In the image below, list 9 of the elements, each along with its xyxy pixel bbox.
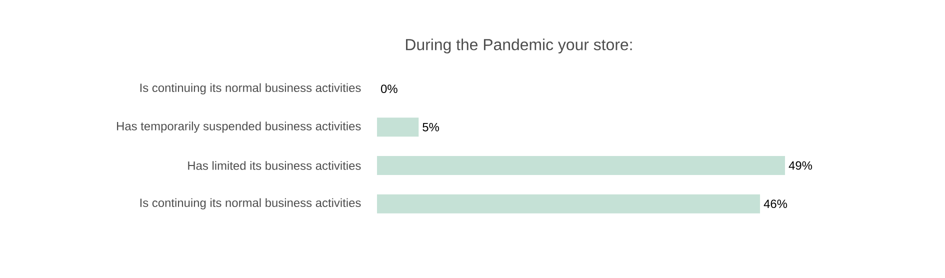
y-tick-label: Has limited its business activities bbox=[188, 161, 361, 170]
data-label: 49% bbox=[788, 161, 812, 170]
data-label: 5% bbox=[422, 122, 440, 132]
chart-title: During the Pandemic your store: bbox=[406, 38, 632, 54]
y-tick-label: Is continuing its normal business activities bbox=[140, 198, 361, 210]
y-tick-label: Is continuing its normal business activities bbox=[140, 83, 361, 94]
data-label: 46% bbox=[764, 200, 788, 208]
data-label: 0% bbox=[380, 84, 398, 94]
y-tick-label: Has temporarily suspended business activities bbox=[117, 122, 361, 133]
